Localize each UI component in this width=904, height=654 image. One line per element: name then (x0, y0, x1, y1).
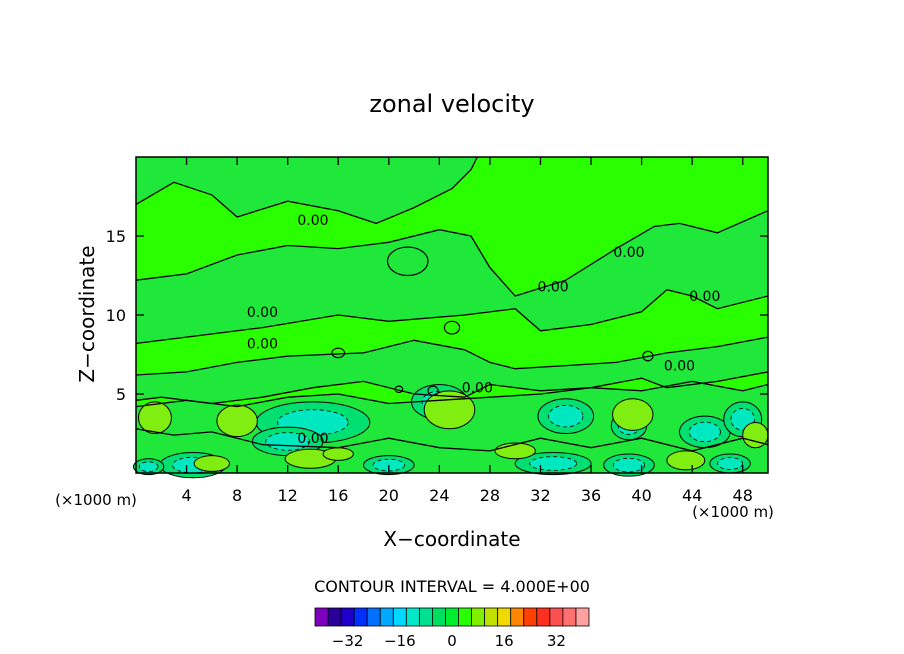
near-zero-band-0 (136, 157, 478, 224)
x-tick-label-0: 4 (181, 486, 191, 505)
near-zero-band-2 (136, 337, 768, 404)
plot-area: 0.000.000.000.000.000.000.000.000.004 8 12… (106, 156, 769, 505)
colorbar-swatch-5 (379, 607, 394, 627)
colorbar-swatch-7 (405, 607, 420, 627)
y-axis-label: Z−coordinate (75, 245, 99, 382)
x-tick-label-2: 12 (278, 486, 298, 505)
contour-label-1: 0.00 (613, 245, 644, 261)
colorbar-swatch-10 (445, 607, 459, 627)
contour-interval-label: CONTOUR INTERVAL = 4.000E+00 (314, 577, 590, 596)
colorbar-tick-label-3: 16 (495, 632, 514, 650)
x-tick-label-8: 36 (581, 486, 601, 505)
zero-contour-6 (135, 428, 769, 452)
colorbar-swatch-18 (549, 607, 564, 627)
colorbar-swatch-2 (340, 607, 355, 627)
chart-title: zonal velocity (369, 90, 534, 118)
colorbar-tick-label-0: −32 (332, 632, 364, 650)
positive-eddy-3 (612, 398, 654, 431)
positive-eddy-5 (494, 442, 536, 460)
small-contour-1 (331, 347, 346, 359)
x-units-right: (×1000 m) (692, 503, 774, 521)
negative-core-10 (717, 457, 744, 470)
colorbar-swatch-3 (353, 607, 368, 627)
colorbar-swatch-13 (484, 607, 499, 627)
negative-core-8 (529, 456, 578, 471)
colorbar-swatch-4 (366, 607, 381, 627)
x-tick-label-4: 20 (379, 486, 399, 505)
colorbar-swatch-12 (471, 607, 486, 627)
zero-contour-1 (135, 210, 769, 297)
zero-contour-3 (135, 336, 769, 376)
x-tick-label-5: 24 (429, 486, 449, 505)
zero-contour-2 (135, 288, 769, 345)
near-zero-band-1 (136, 210, 768, 344)
x-tick-label-10: 44 (682, 486, 702, 505)
colorbar-swatch-1 (327, 607, 342, 627)
colorbar-swatch-0 (314, 607, 329, 627)
contour-label-7: 0.00 (462, 381, 493, 397)
negative-core-4 (688, 421, 721, 443)
x-tick-label-1: 8 (232, 486, 242, 505)
zero-contour-4 (135, 371, 769, 405)
x-tick-label-11: 48 (733, 486, 753, 505)
colorbar-swatch-20 (575, 607, 590, 627)
y-tick-label-2: 15 (106, 227, 126, 246)
positive-eddy-6 (322, 447, 354, 461)
colorbar-tick-label-2: 0 (447, 632, 457, 650)
contour-label-6: 0.00 (664, 359, 695, 375)
negative-core-2 (548, 404, 584, 428)
colorbar-swatch-6 (392, 607, 407, 627)
contour-label-0: 0.00 (297, 213, 328, 229)
zero-contour-5 (135, 380, 769, 408)
colorbar-swatch-11 (458, 607, 472, 627)
x-units-left: (×1000 m) (55, 491, 137, 509)
colorbar-swatch-16 (523, 607, 538, 627)
y-tick-label-0: 5 (116, 385, 126, 404)
x-tick-label-3: 16 (328, 486, 348, 505)
colorbar-swatch-8 (418, 607, 433, 627)
y-tick-label-1: 10 (106, 306, 126, 325)
colorbar-swatch-9 (432, 607, 446, 627)
colorbar-swatch-15 (510, 607, 525, 627)
positive-eddy-1 (216, 404, 258, 438)
positive-eddy-8 (666, 450, 706, 471)
colorbar-tick-label-4: 32 (547, 632, 566, 650)
positive-eddy-9 (193, 455, 231, 472)
x-tick-label-9: 40 (631, 486, 651, 505)
colorbar-swatch-19 (562, 607, 577, 627)
x-tick-label-6: 28 (480, 486, 500, 505)
contour-label-8: 0.00 (297, 431, 328, 447)
colorbar-swatch-14 (497, 607, 512, 627)
x-axis-label: X−coordinate (383, 527, 520, 551)
small-contour-0 (386, 246, 429, 277)
colorbar: −32 −16 0 16 32 (314, 607, 590, 650)
colorbar-tick-label-1: −16 (384, 632, 416, 650)
x-tick-label-7: 32 (530, 486, 550, 505)
negative-core-12 (138, 461, 159, 472)
contour-label-5: 0.00 (247, 336, 278, 352)
zero-contour-0 (135, 156, 478, 225)
colorbar-swatch-17 (536, 607, 551, 627)
contour-label-4: 0.00 (247, 305, 278, 321)
contour-label-3: 0.00 (689, 289, 720, 305)
small-contour-3 (443, 320, 461, 335)
contour-label-2: 0.00 (538, 280, 569, 296)
positive-eddy-0 (138, 401, 172, 435)
negative-core-9 (612, 457, 646, 473)
